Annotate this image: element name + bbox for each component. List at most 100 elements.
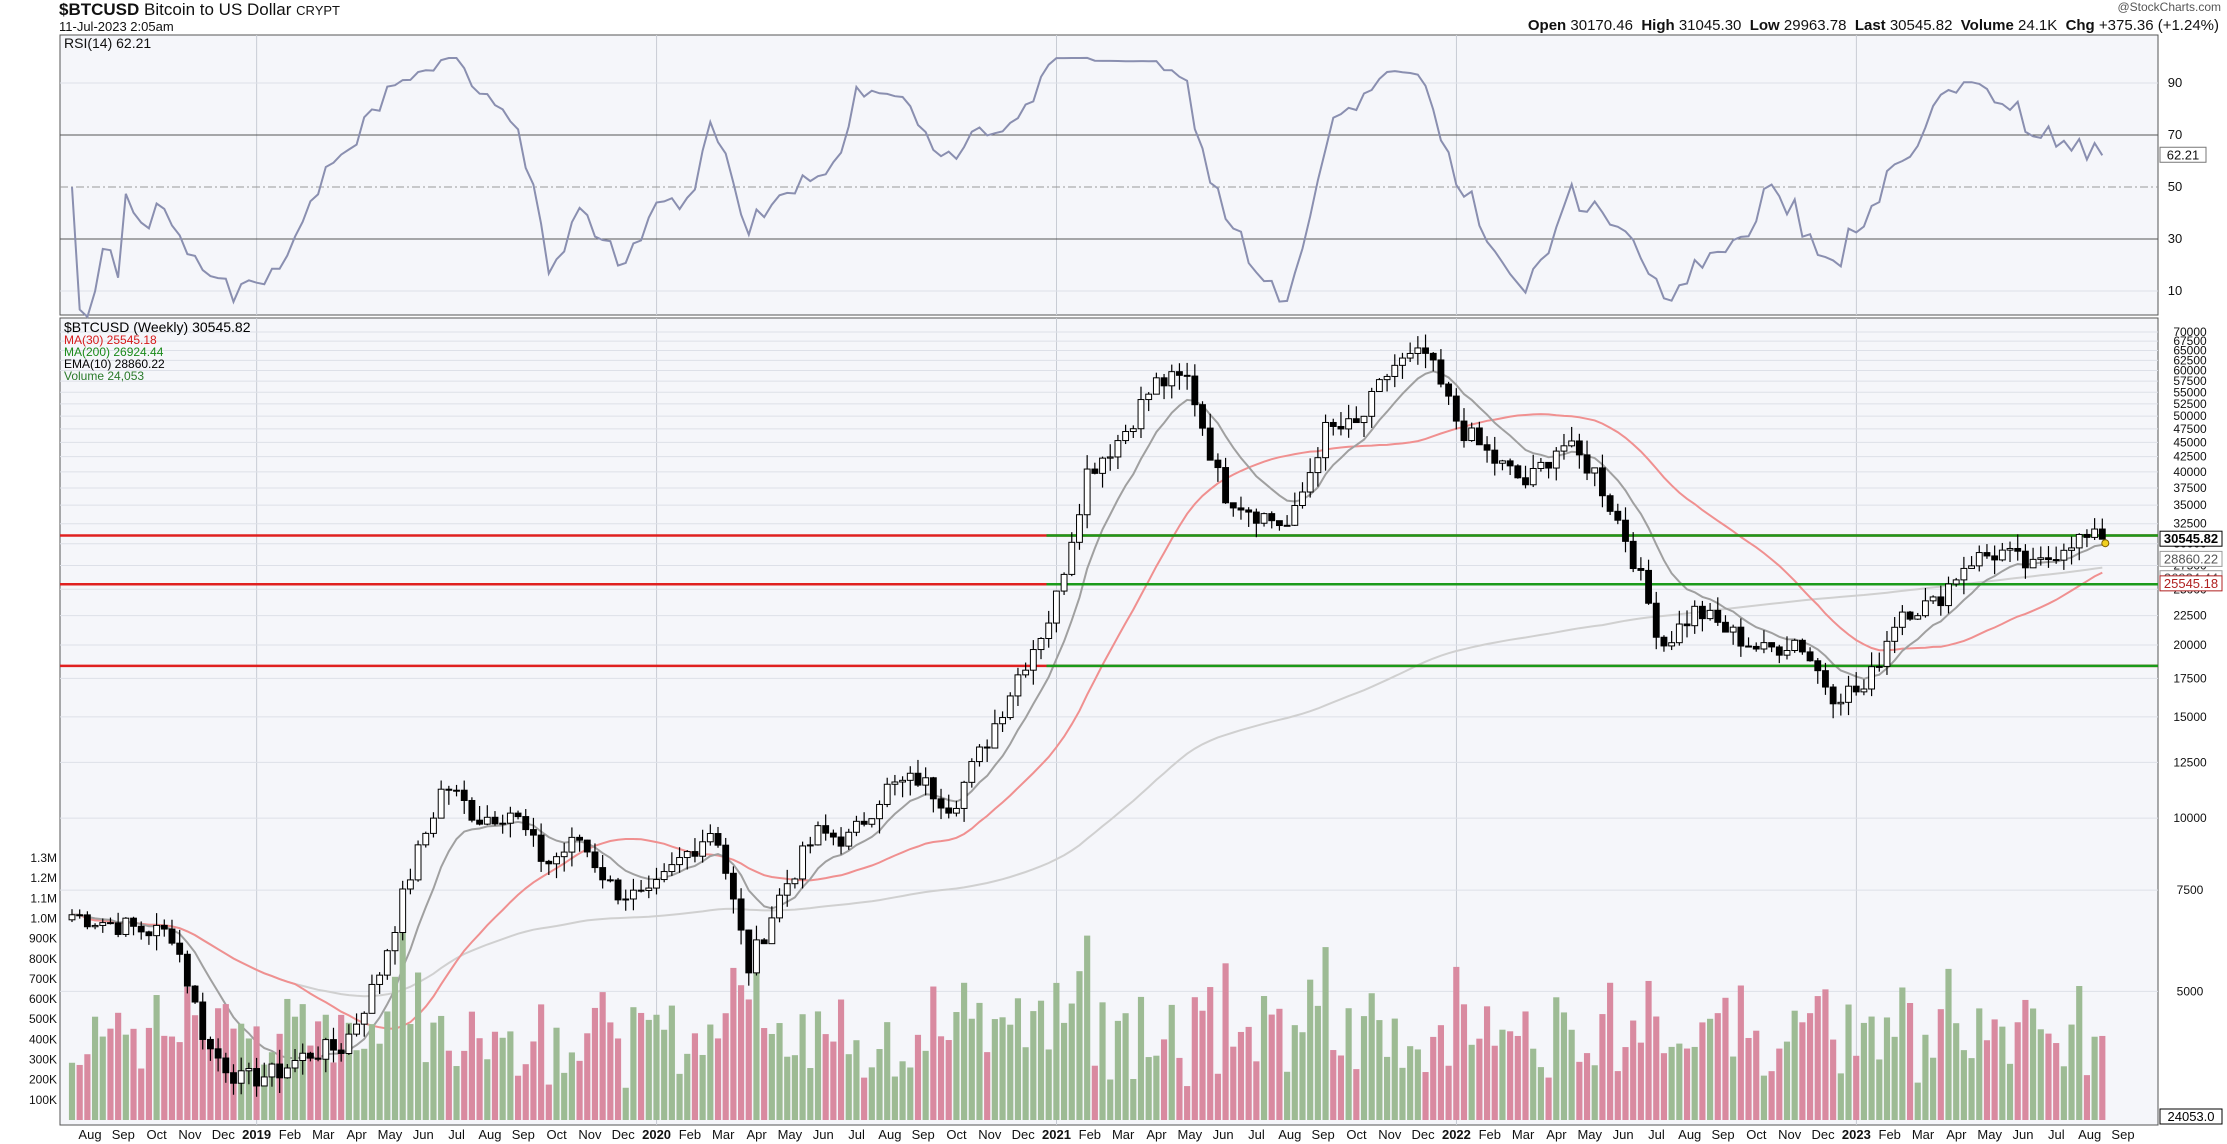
candle-body xyxy=(1591,467,1599,474)
volume-bar xyxy=(1337,1055,1345,1120)
price-legend-entry: EMA(10) 28860.22 xyxy=(64,357,165,371)
price-tick-label: 17500 xyxy=(2173,671,2207,685)
symbol-title: $BTCUSD Bitcoin to US Dollar CRYPT xyxy=(59,0,340,20)
x-tick-label: Mar xyxy=(312,1127,335,1142)
price-badge-text: 24053.0 xyxy=(2168,1109,2215,1124)
volume-bar xyxy=(1483,1006,1491,1120)
candle-body xyxy=(314,1057,322,1060)
volume-bar xyxy=(745,999,752,1120)
x-tick-label: Jun xyxy=(413,1127,434,1142)
candle-body xyxy=(1229,502,1237,509)
volume-bar xyxy=(1422,1072,1429,1120)
candle-body xyxy=(368,983,376,1014)
candle-body xyxy=(729,872,737,900)
volume-bar xyxy=(630,1007,637,1120)
candle-body xyxy=(1406,352,1414,359)
candle-body xyxy=(1268,513,1276,522)
candle-body xyxy=(1845,685,1852,703)
volume-bar xyxy=(1991,1019,1998,1120)
volume-bar xyxy=(1353,1069,1360,1120)
candle-body xyxy=(437,788,445,819)
x-tick-label: Jul xyxy=(448,1127,465,1142)
candle-body xyxy=(691,851,699,857)
volume-bar xyxy=(507,1031,514,1120)
volume-bar xyxy=(76,1064,83,1120)
volume-bar xyxy=(1114,1020,1121,1120)
candle-body xyxy=(553,856,560,865)
candle-body xyxy=(376,974,384,985)
x-tick-label: Dec xyxy=(212,1127,236,1142)
volume-bar xyxy=(1630,1020,1637,1120)
candle-body xyxy=(753,939,760,974)
price-tick-label: 5000 xyxy=(2177,984,2204,998)
candle-body xyxy=(237,1070,245,1084)
volume-bar xyxy=(1983,1040,1991,1120)
candle-body xyxy=(591,851,599,869)
volume-bar xyxy=(1053,982,1060,1120)
candle-body xyxy=(2021,550,2029,569)
candle-body xyxy=(929,777,937,800)
volume-bar xyxy=(1360,1016,1368,1120)
x-tick-label: Nov xyxy=(578,1127,602,1142)
volume-bar xyxy=(1107,1079,1114,1120)
candle-body xyxy=(176,942,184,955)
price-tick-label: 12500 xyxy=(2173,755,2207,769)
volume-bar xyxy=(1645,980,1652,1120)
candle-body xyxy=(1675,623,1683,644)
candle-body xyxy=(899,779,907,783)
volume-bar xyxy=(1806,1013,1814,1120)
candle-body xyxy=(299,1052,307,1062)
x-tick-label: May xyxy=(1977,1127,2002,1142)
volume-bar xyxy=(1768,1071,1775,1120)
candle-body xyxy=(937,798,945,809)
volume-bar xyxy=(1899,987,1906,1120)
candle-body xyxy=(1668,642,1676,647)
candle-body xyxy=(1752,645,1760,650)
candle-body xyxy=(1829,686,1837,705)
candle-body xyxy=(145,931,153,937)
candle-body xyxy=(506,812,514,824)
candle-body xyxy=(306,1052,314,1059)
volume-bar xyxy=(122,1034,129,1120)
candle-body xyxy=(999,717,1006,725)
candle-body xyxy=(1683,623,1691,627)
candle-body xyxy=(499,822,507,825)
x-tick-label: Apr xyxy=(1946,1127,1967,1142)
volume-bar xyxy=(1445,1065,1452,1120)
price-tick-label: 7500 xyxy=(2177,883,2204,897)
candle-body xyxy=(668,864,676,873)
volume-bar xyxy=(1299,1032,1306,1120)
candle-body xyxy=(207,1038,214,1050)
volume-bar xyxy=(461,1050,468,1120)
candle-body xyxy=(1391,364,1399,377)
candle-body xyxy=(1291,505,1299,526)
x-tick-label: Jun xyxy=(1613,1127,1634,1142)
volume-bar xyxy=(1284,1071,1291,1120)
volume-bar xyxy=(2045,1033,2052,1120)
volume-bar xyxy=(1537,1067,1544,1120)
candle-body xyxy=(1060,573,1068,592)
candle-body xyxy=(1183,374,1191,377)
volume-bar xyxy=(922,1050,929,1120)
volume-bar xyxy=(1699,1022,1706,1120)
volume-bar xyxy=(1468,1044,1475,1120)
x-tick-label: Dec xyxy=(1412,1127,1436,1142)
timestamp: 11-Jul-2023 2:05am xyxy=(59,19,174,34)
volume-bar xyxy=(1622,1047,1629,1120)
volume-bar xyxy=(1930,1057,1937,1120)
candle-body xyxy=(1660,636,1668,647)
x-tick-label: May xyxy=(1178,1127,1203,1142)
volume-tick-label: 600K xyxy=(29,992,57,1006)
candle-body xyxy=(545,860,553,865)
candle-body xyxy=(1275,520,1283,527)
candle-body xyxy=(891,781,899,785)
volume-bar xyxy=(2083,1075,2091,1120)
volume-bar xyxy=(807,1067,814,1120)
candle-body xyxy=(1798,639,1806,653)
x-tick-label: Oct xyxy=(1346,1127,1367,1142)
volume-bar xyxy=(1514,1035,1521,1120)
candle-body xyxy=(829,832,837,838)
volume-bar xyxy=(1330,1050,1337,1120)
candle-body xyxy=(322,1039,330,1060)
